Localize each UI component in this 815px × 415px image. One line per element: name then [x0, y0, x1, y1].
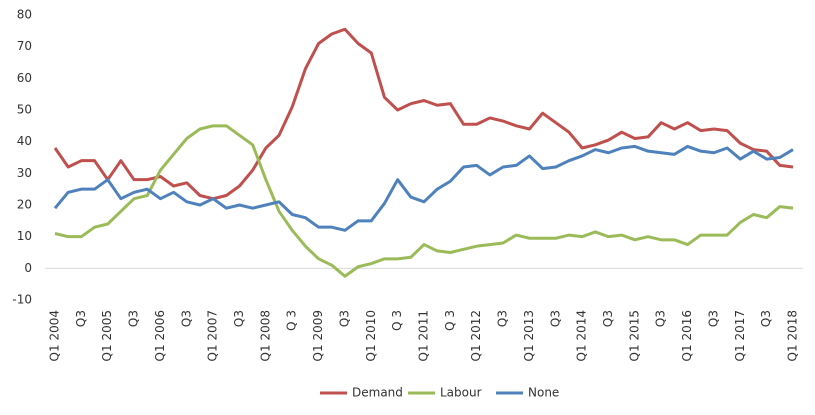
y-tick-label: 70	[17, 39, 32, 53]
x-tick-label: Q 3	[443, 310, 457, 331]
y-tick-label: 80	[17, 8, 32, 22]
x-tick-label: Q1 2013	[522, 310, 536, 361]
x-tick-label: Q1 2008	[258, 310, 272, 361]
x-tick-label: Q1 2012	[469, 310, 483, 361]
x-tick-label: Q1 2006	[153, 310, 167, 361]
x-tick-label: Q3	[601, 310, 615, 327]
x-tick-label: Q1 2017	[733, 310, 747, 361]
x-tick-label: Q3	[232, 310, 246, 327]
y-tick-label: 10	[17, 229, 32, 243]
legend-label: Labour	[440, 386, 482, 400]
x-tick-label: Q3	[337, 310, 351, 327]
y-tick-label: -10	[12, 293, 32, 307]
y-tick-label: 30	[17, 166, 32, 180]
x-tick-label: Q1 2004	[48, 310, 62, 361]
x-tick-label: Q3	[759, 310, 773, 327]
x-tick-label: Q3	[127, 310, 141, 327]
x-tick-label: Q1 2016	[680, 310, 694, 361]
x-tick-label: Q3	[654, 310, 668, 327]
x-tick-label: Q3	[496, 310, 510, 327]
y-tick-label: 0	[24, 261, 32, 275]
series-line	[53, 144, 794, 232]
x-tick-label: Q3	[548, 310, 562, 327]
x-tick-label: Q3	[179, 310, 193, 327]
x-tick-label: Q1 2014	[575, 310, 589, 361]
series-line	[54, 124, 794, 278]
x-tick-label: Q 3	[285, 310, 299, 331]
y-tick-label: 20	[17, 198, 32, 212]
x-tick-label: Q1 2009	[311, 310, 325, 361]
x-tick-label: Q1 2018	[786, 310, 800, 361]
x-tick-label: Q 3	[390, 310, 404, 331]
x-tick-label: Q1 2011	[417, 310, 431, 361]
x-tick-label: Q3	[74, 310, 88, 327]
y-tick-label: 50	[17, 103, 32, 117]
x-tick-label: Q3	[706, 310, 720, 327]
x-tick-label: Q1 2005	[100, 310, 114, 361]
legend-label: Demand	[352, 386, 403, 400]
legend-label: None	[528, 386, 559, 400]
series-line	[53, 27, 794, 201]
x-tick-label: Q1 2007	[206, 310, 220, 361]
y-tick-label: 40	[17, 134, 32, 148]
x-tick-label: Q1 2010	[364, 310, 378, 361]
y-tick-label: 60	[17, 71, 32, 85]
x-tick-label: Q1 2015	[627, 310, 641, 361]
